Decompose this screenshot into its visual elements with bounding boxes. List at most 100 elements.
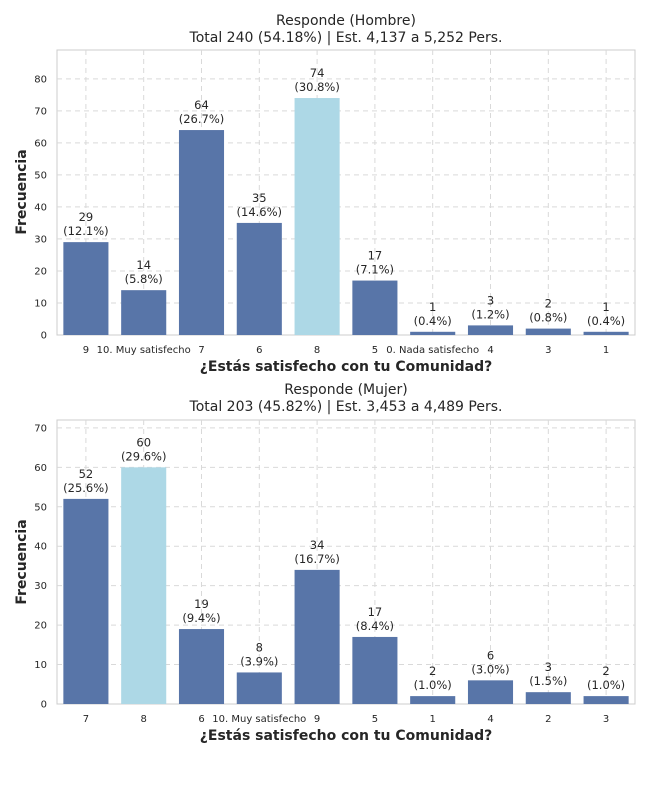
bar <box>178 130 225 335</box>
bar <box>63 498 109 704</box>
plot-frame <box>56 419 636 705</box>
x-axis-label: ¿Estás satisfecho con tu Comunidad? <box>200 728 492 744</box>
bar <box>294 98 340 335</box>
bar-value-label: 34 <box>310 538 325 552</box>
bar-value-label: 19 <box>194 597 209 611</box>
y-tick-label: 10 <box>34 298 47 309</box>
bar-percent-label: (9.4%) <box>182 611 220 625</box>
bar <box>583 696 629 704</box>
bar-value-label: 6 <box>487 648 494 662</box>
y-tick-label: 70 <box>34 423 47 434</box>
bar-percent-label: (1.5%) <box>529 674 567 688</box>
y-tick-label: 60 <box>34 138 47 149</box>
bar-value-label: 14 <box>136 258 151 272</box>
chart-hombre: Responde (Hombre) Total 240 (54.18%) | E… <box>14 13 636 375</box>
bar <box>467 680 514 704</box>
chart-title: Responde (Hombre) <box>276 13 416 29</box>
bar <box>525 328 571 335</box>
bar-percent-label: (30.8%) <box>294 80 340 94</box>
x-tick-label: 5 <box>372 714 378 725</box>
y-tick-label: 0 <box>41 331 47 342</box>
chart-subtitle: Total 240 (54.18%) | Est. 4,137 a 5,252 … <box>189 30 503 46</box>
x-tick-label: 6 <box>198 714 204 725</box>
x-tick-label: 4 <box>487 714 493 725</box>
x-tick-label: 9 <box>83 345 89 356</box>
x-tick-label: 7 <box>83 714 89 725</box>
bar-percent-label: (7.1%) <box>356 263 394 277</box>
bar-value-label: 74 <box>310 66 325 80</box>
y-tick-label: 30 <box>34 234 47 245</box>
bar-percent-label: (12.1%) <box>63 224 109 238</box>
bar <box>525 692 571 704</box>
y-axis-label: Frecuencia <box>14 149 30 234</box>
x-axis-label: ¿Estás satisfecho con tu Comunidad? <box>200 359 492 375</box>
bar <box>121 467 167 704</box>
bar <box>467 325 514 335</box>
chart-subtitle: Total 203 (45.82%) | Est. 3,453 a 4,489 … <box>189 399 503 415</box>
bar-value-label: 29 <box>79 210 94 224</box>
bar-value-label: 17 <box>368 249 383 263</box>
bar-percent-label: (0.4%) <box>414 314 452 328</box>
chart-title: Responde (Mujer) <box>284 382 407 398</box>
bar <box>410 696 456 704</box>
y-tick-label: 40 <box>34 542 47 553</box>
bar-value-label: 52 <box>79 467 94 481</box>
bar-value-label: 17 <box>368 605 383 619</box>
x-tick-label: 10. Muy satisfecho <box>212 714 306 725</box>
bar-percent-label: (8.4%) <box>356 619 394 633</box>
x-tick-label: 4 <box>487 345 493 356</box>
bar-percent-label: (1.0%) <box>587 678 625 692</box>
y-tick-label: 10 <box>34 660 47 671</box>
bar-value-label: 1 <box>602 300 609 314</box>
bar-value-label: 60 <box>136 435 151 449</box>
x-tick-label: 8 <box>141 714 147 725</box>
x-tick-label: 6 <box>256 345 262 356</box>
bar-value-label: 2 <box>602 664 609 678</box>
bar <box>294 569 340 704</box>
bar-value-label: 3 <box>545 660 552 674</box>
bar-value-label: 64 <box>194 98 209 112</box>
bar <box>410 331 456 335</box>
bar <box>178 629 225 704</box>
bar-value-label: 1 <box>429 300 436 314</box>
bar-percent-label: (5.8%) <box>125 272 163 286</box>
y-tick-label: 20 <box>34 266 47 277</box>
x-tick-label: 7 <box>198 345 204 356</box>
y-tick-label: 60 <box>34 463 47 474</box>
bar-percent-label: (3.9%) <box>240 654 278 668</box>
y-tick-label: 40 <box>34 202 47 213</box>
y-axis-label: Frecuencia <box>14 519 30 604</box>
bar-percent-label: (0.8%) <box>529 311 567 325</box>
chart-mujer: Responde (Mujer) Total 203 (45.82%) | Es… <box>14 382 636 744</box>
bar-value-label: 35 <box>252 191 267 205</box>
x-tick-label: 1 <box>603 345 609 356</box>
y-tick-label: 70 <box>34 106 47 117</box>
y-tick-label: 0 <box>41 700 47 711</box>
plot-frame <box>56 49 636 336</box>
bar <box>236 222 282 335</box>
x-tick-label: 5 <box>372 345 378 356</box>
y-tick-label: 30 <box>34 581 47 592</box>
x-tick-label: 8 <box>314 345 320 356</box>
bar-percent-label: (25.6%) <box>63 481 109 495</box>
bar <box>63 242 109 335</box>
bar <box>236 672 282 704</box>
bar-percent-label: (16.7%) <box>294 552 340 566</box>
x-tick-label: 3 <box>603 714 609 725</box>
bar-percent-label: (3.0%) <box>471 662 509 676</box>
bar-percent-label: (1.0%) <box>414 678 452 692</box>
x-tick-label: 1 <box>430 714 436 725</box>
bar-value-label: 2 <box>429 664 436 678</box>
y-tick-label: 20 <box>34 621 47 632</box>
y-tick-label: 50 <box>34 170 47 181</box>
bar-value-label: 3 <box>487 293 494 307</box>
y-tick-label: 80 <box>34 74 47 85</box>
x-tick-label: 2 <box>545 714 551 725</box>
bar-value-label: 2 <box>545 297 552 311</box>
x-tick-label: 9 <box>314 714 320 725</box>
bar-percent-label: (26.7%) <box>179 112 225 126</box>
x-tick-label: 10. Muy satisfecho <box>97 345 191 356</box>
bar <box>352 636 398 704</box>
bar <box>352 280 398 335</box>
